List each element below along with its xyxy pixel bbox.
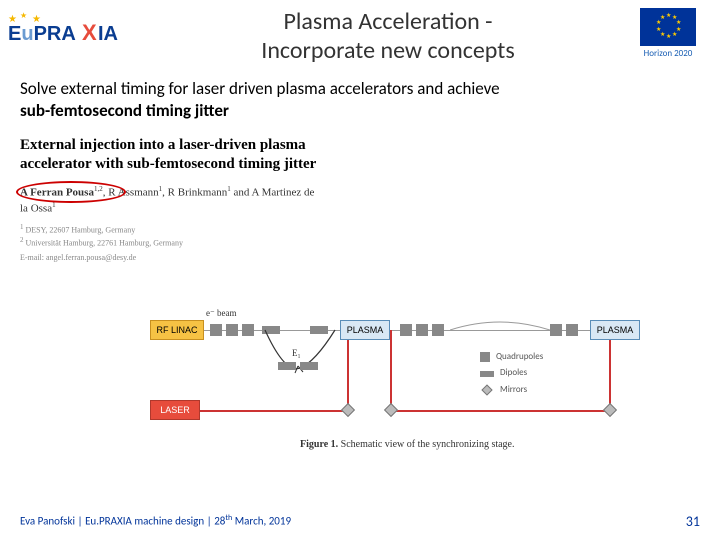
quadrupole-icon (432, 324, 444, 336)
beam-arc (450, 320, 550, 340)
schematic-diagram: e⁻ beam RF LINAC E₁ PLASMA PLASMA LASER … (150, 290, 670, 450)
svg-text:★: ★ (666, 12, 671, 19)
mirror-icon (384, 403, 398, 417)
svg-text:★: ★ (666, 32, 671, 40)
title-line2: Incorporate new concepts (261, 36, 514, 65)
subtitle-line2: sub-femtosecond timing jitter (20, 100, 229, 121)
e1-label: E₁ (292, 348, 301, 358)
horizon-label: Horizon 2020 (628, 48, 708, 59)
quadrupole-icon (210, 324, 222, 336)
dipole-icon (300, 362, 318, 370)
eupraxia-logo: ★ ★ ★ EuPRA X IA (8, 8, 148, 48)
svg-text:★: ★ (672, 30, 677, 38)
slide-header: ★ ★ ★ EuPRA X IA Plasma Acceleration - I… (0, 0, 720, 70)
legend-row: Dipoles (480, 366, 543, 380)
laser-line (390, 410, 610, 412)
svg-text:★: ★ (656, 25, 661, 33)
paper-authors: A Ferran Pousa1,2, R Assmann1, R Brinkma… (20, 185, 400, 217)
mirror-icon (603, 403, 617, 417)
slide-footer: Eva Panofski | Eu.PRAXIA machine design … (0, 513, 720, 530)
quadrupole-icon (226, 324, 238, 336)
quadrupole-icon (566, 324, 578, 336)
slide-subtitle: Solve external timing for laser driven p… (0, 70, 720, 132)
ebeam-label: e⁻ beam (206, 308, 237, 319)
quadrupole-icon (416, 324, 428, 336)
highlight-circle-icon (16, 181, 126, 203)
paper-email: E-mail: angel.ferran.pousa@desy.de (20, 253, 400, 262)
legend-dipole-icon (480, 371, 494, 377)
svg-text:X: X (82, 20, 97, 45)
diagram-legend: Quadrupoles Dipoles Mirrors (480, 350, 543, 399)
svg-text:EuPRA: EuPRA (8, 23, 76, 45)
legend-mirror-icon (481, 384, 492, 395)
paper-title: External injection into a laser-driven p… (20, 136, 400, 175)
laser-line (390, 330, 392, 410)
subtitle-line1: Solve external timing for laser driven p… (20, 78, 500, 99)
laser-line (609, 340, 611, 411)
eu-logo-block: ★ ★ ★ ★ ★ ★ ★ ★ ★ ★ Horizon 2020 (628, 8, 708, 59)
legend-quad-icon (480, 352, 490, 362)
page-number: 31 (686, 513, 700, 530)
quadrupole-icon (550, 324, 562, 336)
legend-row: Quadrupoles (480, 350, 543, 364)
svg-text:★: ★ (660, 13, 665, 21)
slide-title: Plasma Acceleration - Incorporate new co… (148, 8, 628, 66)
laser-line (200, 410, 348, 412)
rf-linac-box: RF LINAC (150, 320, 204, 340)
figure-caption: Figure 1. Schematic view of the synchron… (300, 439, 515, 450)
svg-text:IA: IA (98, 23, 118, 45)
quadrupole-icon (242, 324, 254, 336)
laser-box: LASER (150, 400, 200, 420)
paper-affiliations: 1 DESY, 22607 Hamburg, Germany 2 Univers… (20, 223, 400, 249)
footer-text: Eva Panofski | Eu.PRAXIA machine design … (20, 513, 291, 530)
quadrupole-icon (400, 324, 412, 336)
mirror-icon (341, 403, 355, 417)
plasma-box: PLASMA (340, 320, 390, 340)
paper-citation: External injection into a laser-driven p… (0, 132, 420, 262)
plasma-box: PLASMA (590, 320, 640, 340)
dipole-icon (278, 362, 296, 370)
laser-line (347, 340, 349, 411)
title-line1: Plasma Acceleration - (283, 7, 492, 36)
svg-text:★: ★ (20, 11, 27, 21)
legend-row: Mirrors (480, 383, 543, 397)
eu-flag-icon: ★ ★ ★ ★ ★ ★ ★ ★ ★ ★ (640, 8, 696, 46)
